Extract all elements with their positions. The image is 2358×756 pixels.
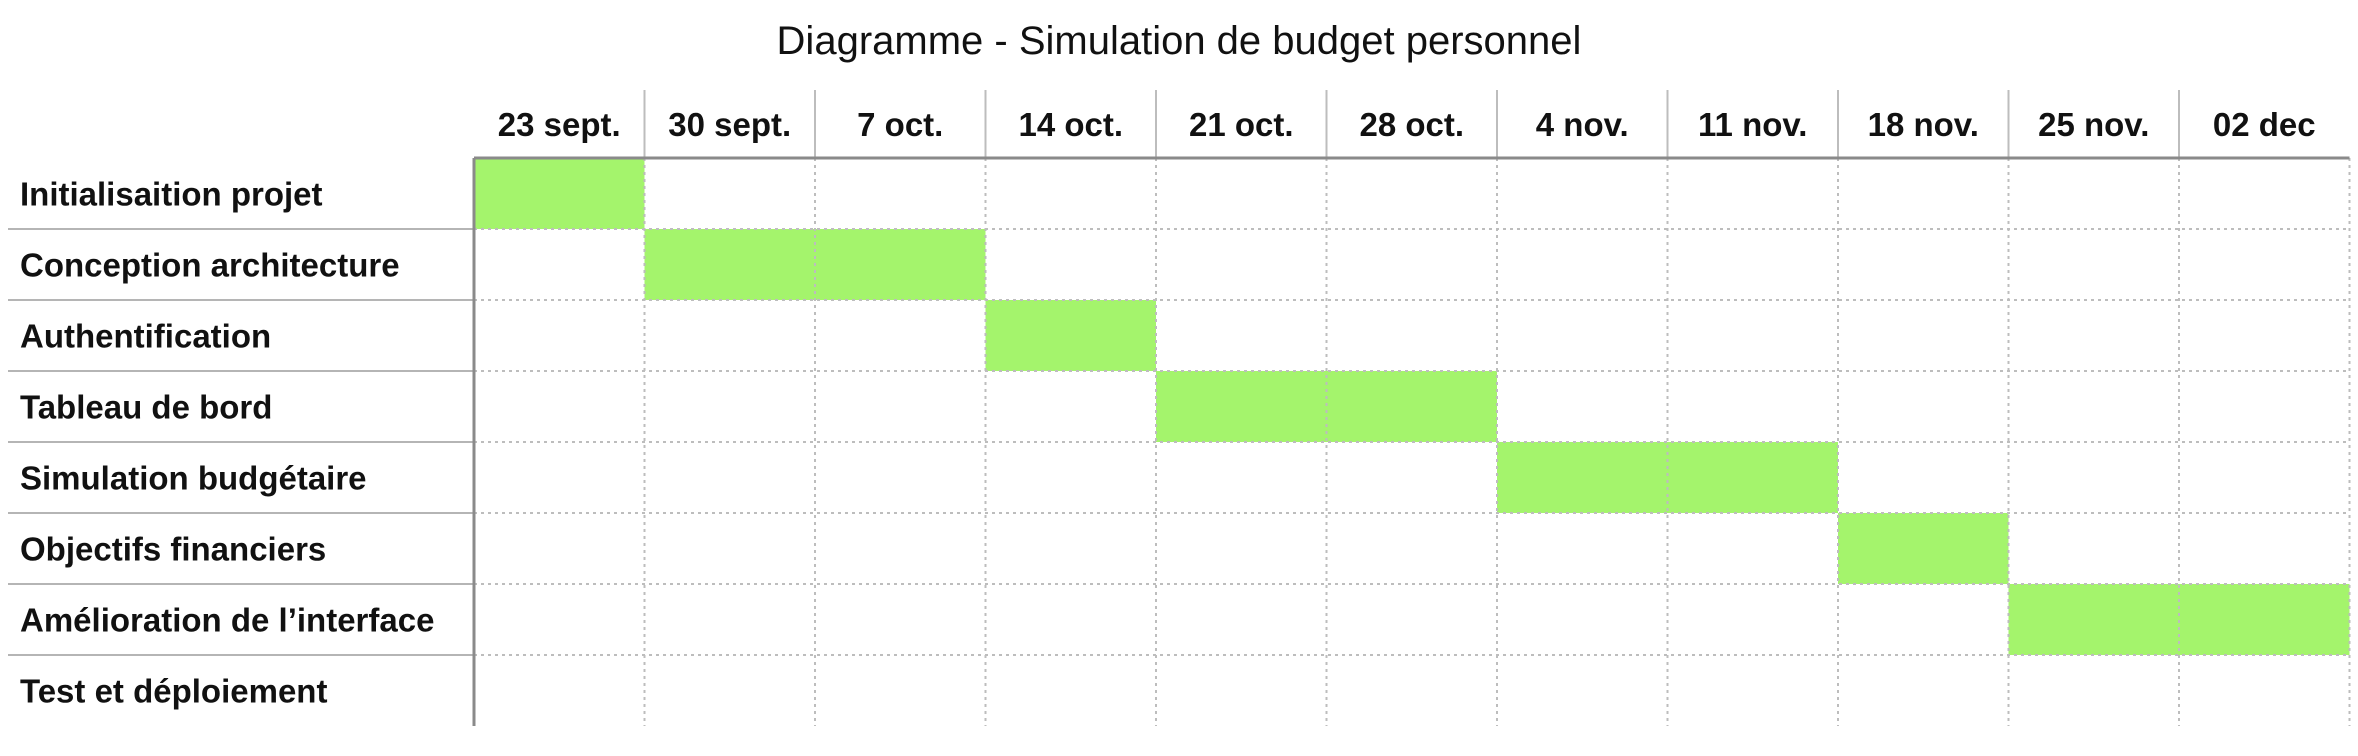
task-label: Authentification (20, 318, 271, 355)
grid-layer (8, 90, 2351, 726)
column-label: 02 dec (2213, 106, 2316, 143)
column-label: 14 oct. (1018, 106, 1123, 143)
bars-layer (474, 158, 2350, 655)
chart-title: Diagramme - Simulation de budget personn… (777, 19, 1582, 63)
column-label: 7 oct. (857, 106, 943, 143)
task-label: Tableau de bord (20, 389, 272, 426)
column-label: 23 sept. (498, 106, 621, 143)
task-label: Initialisaition projet (20, 176, 323, 213)
task-label: Amélioration de l’interface (20, 602, 434, 639)
column-label: 4 nov. (1536, 106, 1629, 143)
task-bar (985, 300, 1156, 371)
column-label: 21 oct. (1189, 106, 1294, 143)
column-label: 30 sept. (668, 106, 791, 143)
task-label: Simulation budgétaire (20, 460, 367, 497)
task-bar (1838, 513, 2009, 584)
labels-layer: 23 sept. 30 sept. 7 oct. 14 oct. 21 oct. 28 o… (20, 106, 2316, 710)
task-label: Conception architecture (20, 247, 400, 284)
task-bar (474, 158, 645, 229)
task-label: Test et déploiement (20, 673, 327, 710)
task-label: Objectifs financiers (20, 531, 326, 568)
column-label: 18 nov. (1868, 106, 1979, 143)
column-label: 25 nov. (2038, 106, 2149, 143)
column-label: 11 nov. (1698, 106, 1807, 143)
column-label: 28 oct. (1359, 106, 1464, 143)
